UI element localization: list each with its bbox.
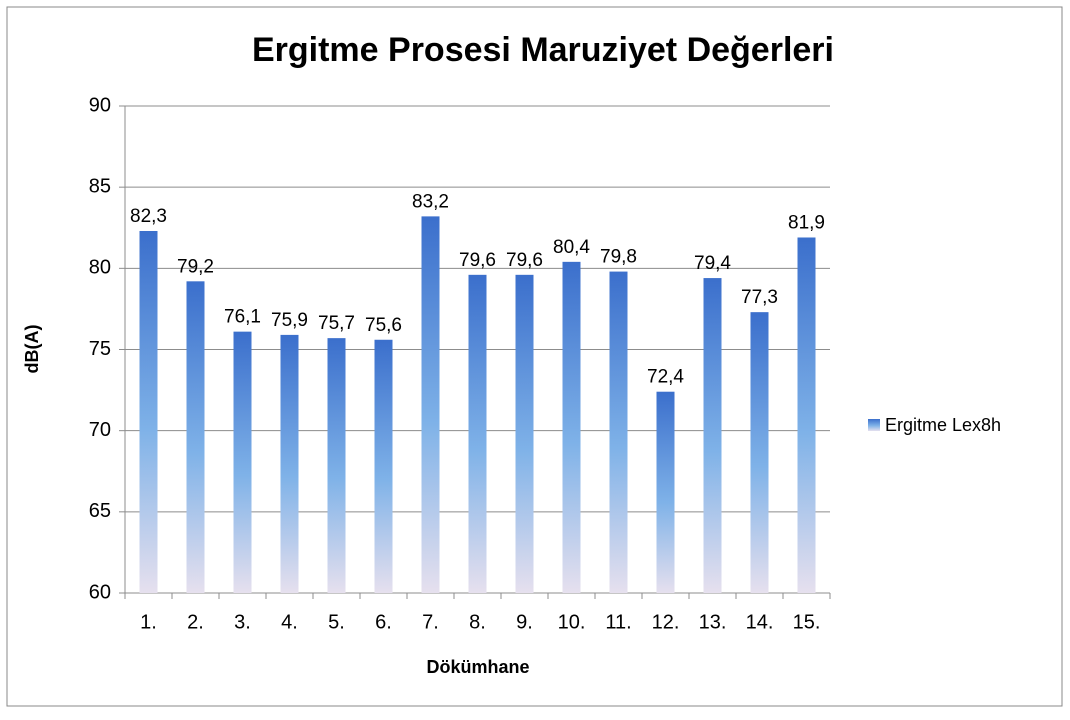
x-axis-title: Dökümhane xyxy=(426,657,529,677)
bar xyxy=(468,274,487,593)
x-tick-label: 5. xyxy=(328,611,345,633)
x-tick-label: 1. xyxy=(140,611,157,633)
bar xyxy=(656,391,675,593)
bar xyxy=(421,216,440,594)
value-label: 79,6 xyxy=(506,250,543,271)
x-tick-label: 9. xyxy=(516,611,533,633)
value-label: 72,4 xyxy=(647,367,684,388)
value-label: 82,3 xyxy=(130,206,167,227)
bar xyxy=(186,281,205,593)
bar xyxy=(374,339,393,593)
x-tick-label: 4. xyxy=(281,611,298,633)
legend-label: Ergitme Lex8h xyxy=(885,415,1001,435)
x-tick-label: 10. xyxy=(558,611,586,633)
bar xyxy=(280,334,299,593)
y-tick-label: 60 xyxy=(89,581,111,603)
value-label: 83,2 xyxy=(412,191,449,212)
legend-swatch xyxy=(868,419,880,431)
bar xyxy=(609,271,628,593)
value-label: 79,6 xyxy=(459,250,496,271)
y-tick-label: 65 xyxy=(89,500,111,522)
value-label: 77,3 xyxy=(741,287,778,308)
x-tick-label: 2. xyxy=(187,611,204,633)
x-tick-label: 6. xyxy=(375,611,392,633)
x-tick-label: 8. xyxy=(469,611,486,633)
bar xyxy=(703,278,722,593)
y-tick-label: 75 xyxy=(89,338,111,360)
value-label: 75,6 xyxy=(365,315,402,336)
y-tick-label: 80 xyxy=(89,257,111,279)
x-tick-label: 12. xyxy=(652,611,680,633)
bar xyxy=(562,261,581,593)
x-tick-label: 7. xyxy=(422,611,439,633)
x-tick-label: 3. xyxy=(234,611,251,633)
x-tick-label: 13. xyxy=(699,611,727,633)
bar xyxy=(515,274,534,593)
value-label: 76,1 xyxy=(224,307,261,328)
value-label: 75,7 xyxy=(318,313,355,334)
y-tick-label: 90 xyxy=(89,94,111,116)
bar xyxy=(797,237,816,594)
value-label: 75,9 xyxy=(271,310,308,331)
y-tick-label: 85 xyxy=(89,175,111,197)
bar xyxy=(233,331,252,593)
y-tick-label: 70 xyxy=(89,419,111,441)
bar xyxy=(750,312,769,593)
x-tick-label: 15. xyxy=(793,611,821,633)
y-axis-title: dB(A) xyxy=(22,325,42,374)
bar xyxy=(139,230,158,593)
bar xyxy=(327,338,346,593)
value-label: 80,4 xyxy=(553,237,590,258)
x-tick-label: 14. xyxy=(746,611,774,633)
value-label: 79,4 xyxy=(694,253,731,274)
chart-frame xyxy=(6,6,1063,707)
chart-title: Ergitme Prosesi Maruziyet Değerleri xyxy=(252,31,834,69)
value-label: 79,8 xyxy=(600,247,637,268)
x-tick-label: 11. xyxy=(605,611,631,633)
value-label: 81,9 xyxy=(788,213,825,234)
value-label: 79,2 xyxy=(177,256,214,277)
